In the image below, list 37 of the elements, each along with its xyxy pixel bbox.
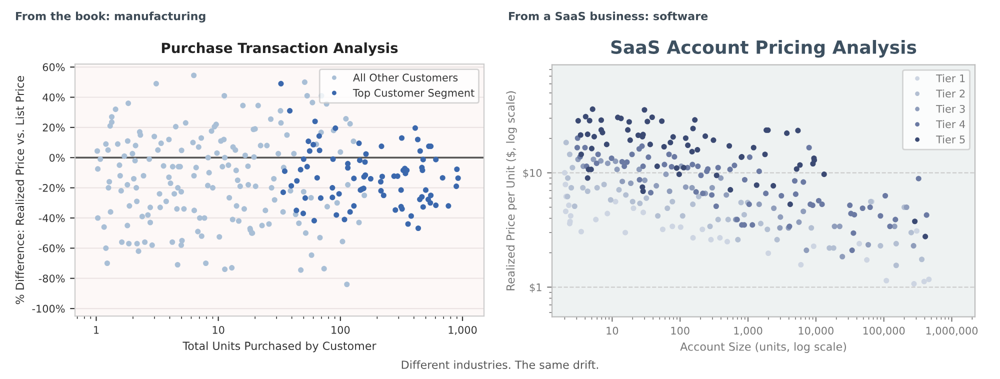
x-tick-label: 1 bbox=[94, 326, 99, 334]
x-tick-label: 1,000 bbox=[734, 326, 762, 336]
x-axis-title: Account Size (units, log scale) bbox=[680, 342, 846, 353]
x-tick-label: 1,000,000 bbox=[926, 326, 978, 336]
legend-label: Tier 4 bbox=[936, 120, 966, 128]
y-tick-label: 20% bbox=[42, 124, 65, 132]
y-tick-label: $10 bbox=[523, 168, 542, 178]
legend-label: All Other Customers bbox=[353, 73, 458, 82]
y-tick-label: 60% bbox=[42, 63, 65, 72]
legend-label: Tier 2 bbox=[936, 89, 965, 98]
chart-title: SaaS Account Pricing Analysis bbox=[611, 40, 916, 58]
chart-title: Purchase Transaction Analysis bbox=[162, 42, 398, 56]
y-tick-label: -20% bbox=[38, 184, 65, 192]
y-tick-label: -40% bbox=[38, 214, 65, 222]
x-tick-label: 100 bbox=[671, 326, 690, 335]
x-tick-label: 10 bbox=[212, 326, 224, 334]
x-tick-label: 1,000 bbox=[448, 326, 477, 335]
chart-subtitle: From a SaaS business: software bbox=[509, 12, 708, 20]
legend-label: Tier 3 bbox=[936, 104, 965, 113]
y-tick-label: -60% bbox=[38, 244, 65, 252]
y-tick-label: $1 bbox=[530, 283, 542, 293]
y-axis-title: Realized Price per Unit ($, log scale) bbox=[506, 91, 517, 290]
x-tick-label: 10 bbox=[606, 326, 618, 335]
y-tick-label: -100% bbox=[32, 304, 65, 313]
y-tick-label: -80% bbox=[38, 274, 65, 282]
x-tick-label: 100,000 bbox=[863, 326, 905, 336]
legend-label: Tier 1 bbox=[936, 74, 965, 82]
legend-label: Tier 5 bbox=[936, 135, 965, 144]
x-axis-title: Total Units Purchased by Customer bbox=[182, 341, 376, 352]
y-tick-label: 40% bbox=[42, 93, 65, 102]
y-axis-title: % Difference: Realized Price vs. List Price bbox=[15, 76, 24, 304]
y-tick-label: 0% bbox=[49, 154, 65, 162]
x-tick-label: 10,000 bbox=[798, 326, 834, 336]
legend-label: Top Customer Segment bbox=[352, 88, 474, 99]
x-tick-label: 100 bbox=[332, 326, 350, 334]
chart-subtitle: From the book: manufacturing bbox=[16, 12, 206, 22]
text: Different industries. The same drift. bbox=[402, 360, 598, 369]
